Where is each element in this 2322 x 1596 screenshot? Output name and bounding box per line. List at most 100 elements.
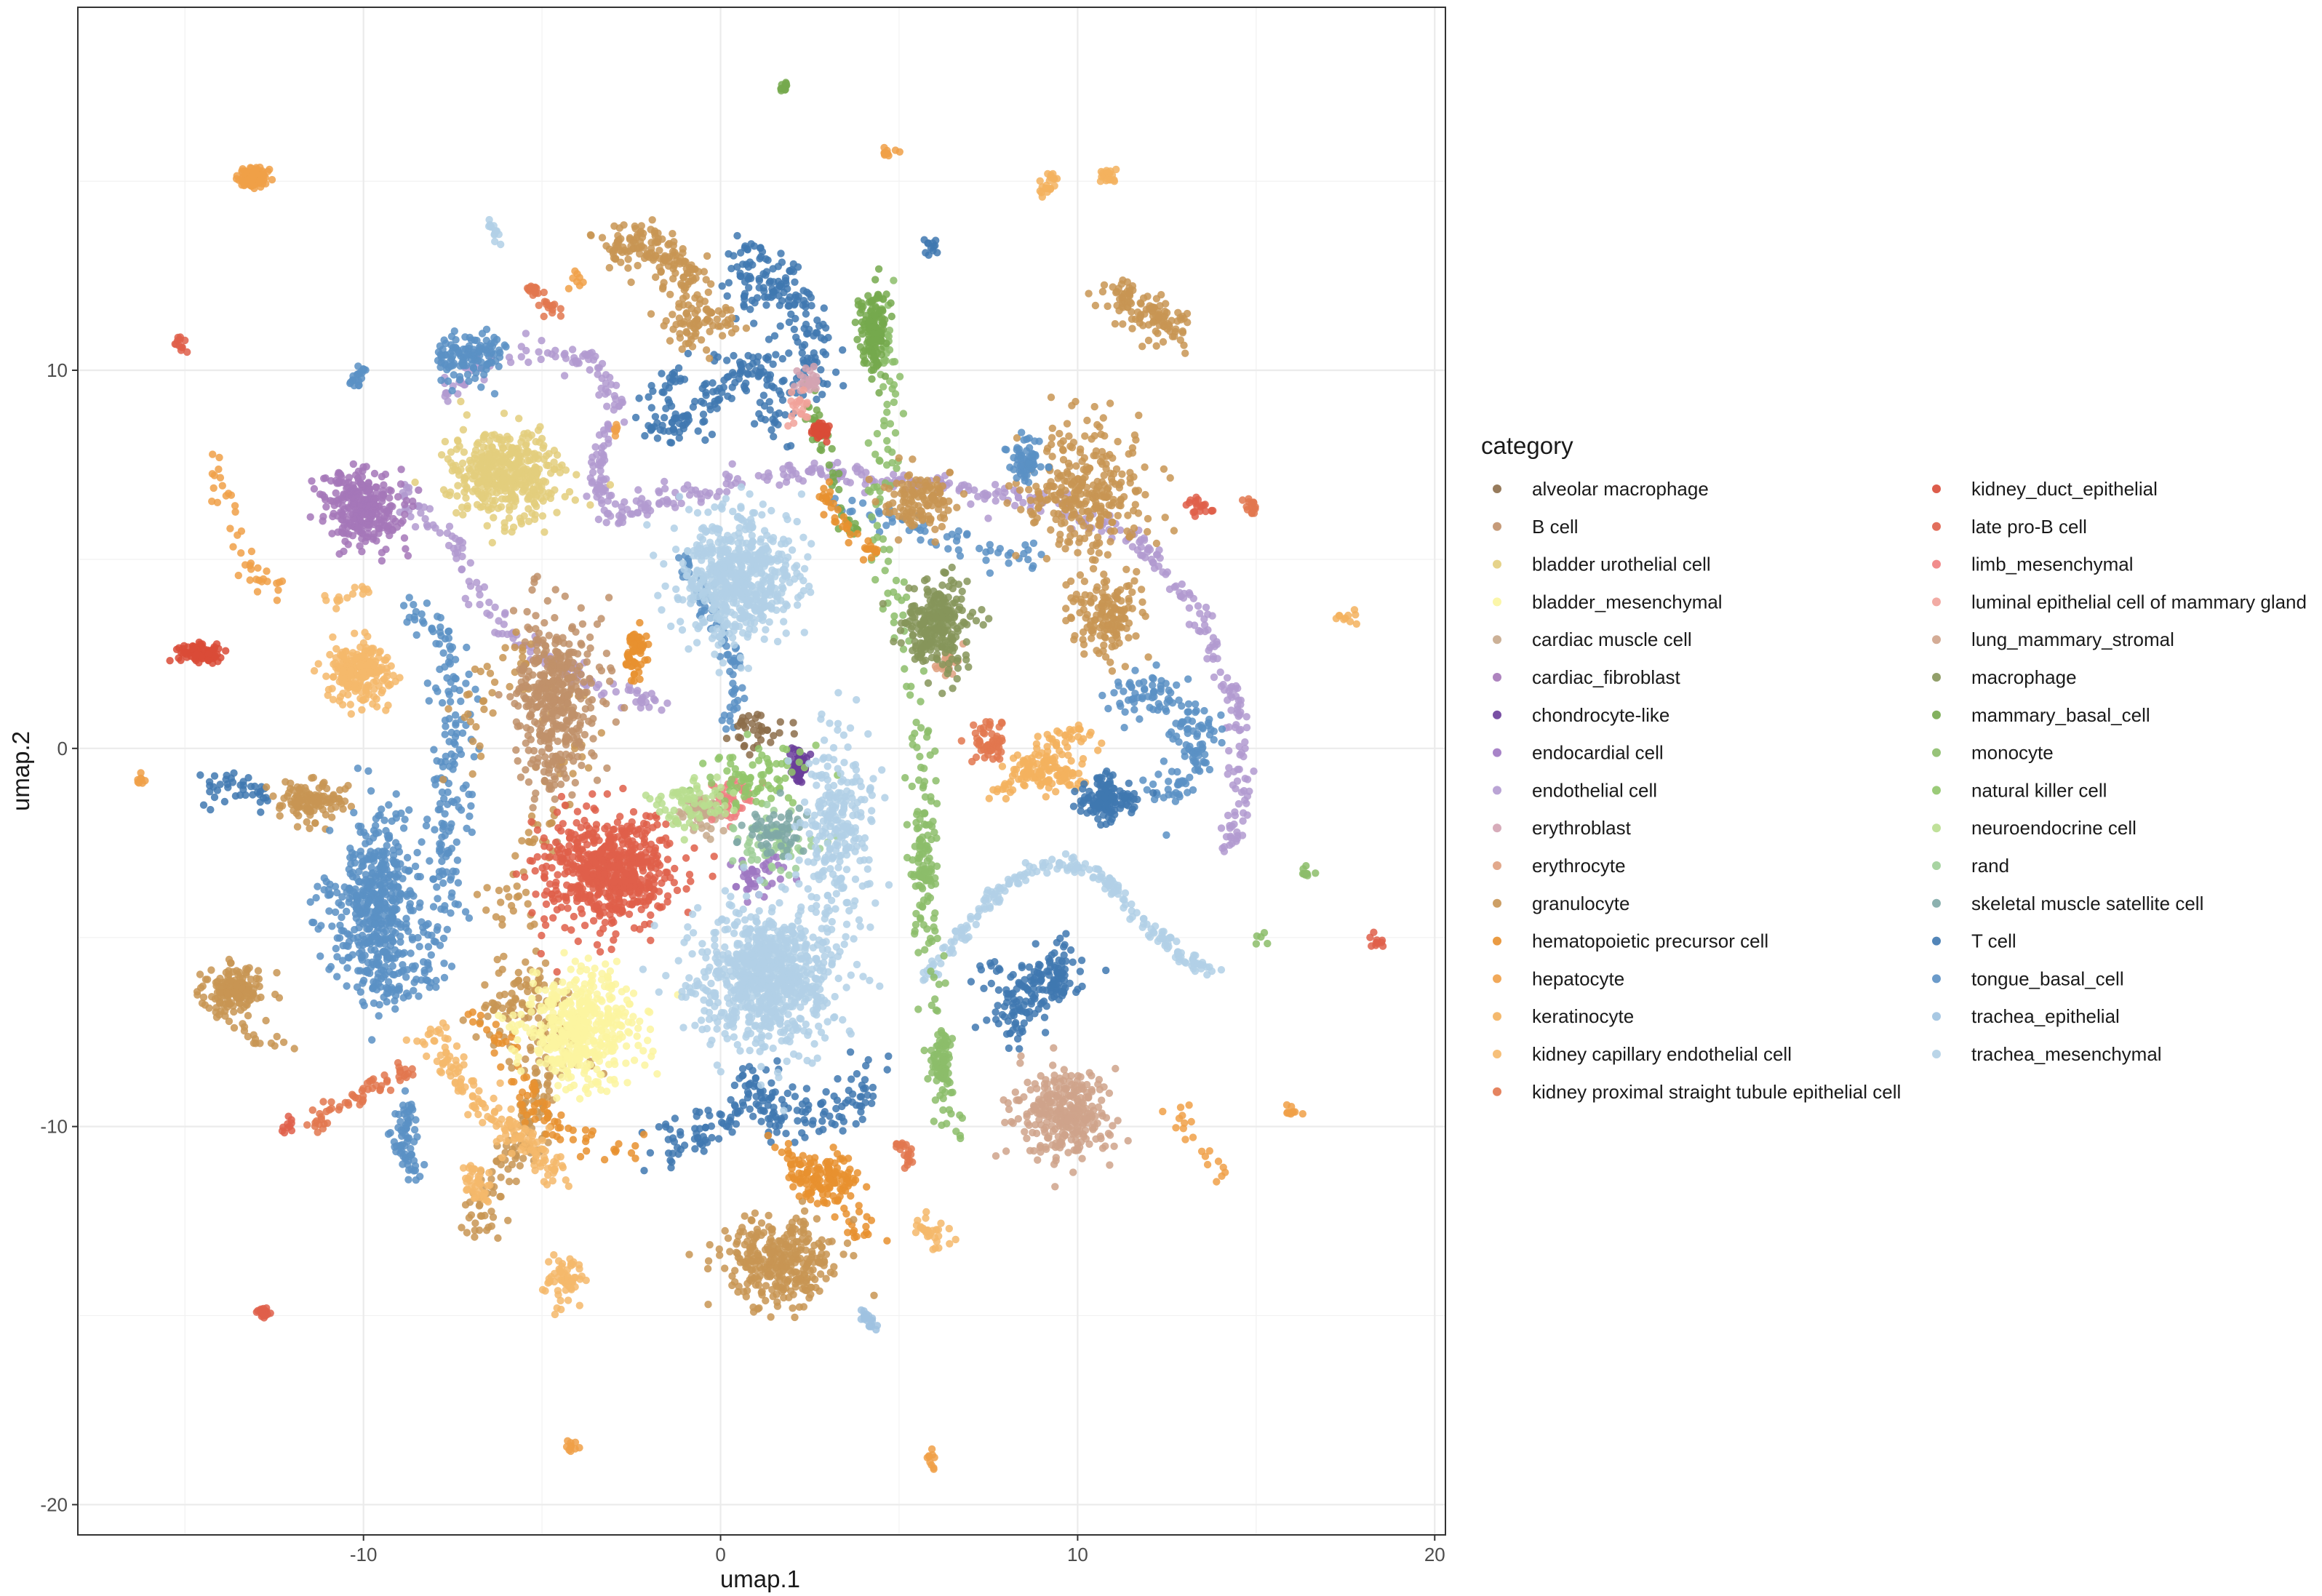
point-endothelial-cell: [1233, 828, 1241, 837]
point-hematopoietic-precursor-cell: [639, 1130, 648, 1138]
point-kidney-capillary-endothelial-cell: [522, 1125, 530, 1133]
point-tongue-basal-cell: [1172, 789, 1180, 797]
point-t-cell: [1061, 941, 1069, 949]
point-t-cell: [809, 1117, 817, 1125]
point-tongue-basal-cell: [455, 348, 463, 356]
point-b-cell: [527, 711, 535, 719]
point-hematopoietic-precursor-cell: [825, 478, 834, 486]
point-endothelial-cell: [1213, 640, 1221, 648]
point-t-cell: [708, 431, 717, 439]
point-monocyte: [895, 372, 904, 380]
point-t-cell: [762, 301, 770, 309]
point-b-cell: [512, 718, 521, 726]
point-granulocyte: [250, 1031, 258, 1039]
point-t-cell: [750, 1082, 758, 1090]
point-granulocyte: [634, 261, 642, 270]
point-tongue-basal-cell: [402, 973, 410, 981]
point-hematopoietic-precursor-cell: [532, 1086, 540, 1094]
point-trachea-mesenchymal: [962, 934, 971, 942]
point-b-cell: [621, 703, 629, 712]
point-t-cell: [776, 322, 784, 330]
point-endothelial-cell: [1230, 767, 1238, 776]
point-hepatocyte: [1181, 1136, 1189, 1144]
point-b-cell: [527, 735, 535, 743]
point-t-cell: [725, 1117, 734, 1125]
point-kidney-capillary-endothelial-cell: [483, 1197, 491, 1205]
point-endothelial-cell: [663, 699, 671, 707]
point-endothelial-cell: [586, 366, 594, 374]
point-alveolar-macrophage: [722, 734, 731, 743]
point-t-cell: [819, 380, 827, 388]
point-tongue-basal-cell: [471, 374, 479, 383]
point-endothelial-cell: [1147, 555, 1156, 564]
point-tongue-basal-cell: [443, 925, 451, 934]
point-kidney-proximal-straight-tubule-epithelial-cell: [901, 1164, 909, 1173]
point-tongue-basal-cell: [741, 694, 749, 703]
point-kidney-capillary-endothelial-cell: [503, 1137, 511, 1146]
point-monocyte: [906, 691, 914, 699]
point-tongue-basal-cell: [412, 607, 420, 616]
point-t-cell: [1000, 1013, 1009, 1021]
point-endothelial-cell: [594, 515, 603, 524]
point-hematopoietic-precursor-cell: [600, 1156, 609, 1164]
point-alveolar-macrophage: [744, 711, 753, 720]
point-endothelial-cell: [517, 353, 525, 361]
point-b-cell: [551, 586, 559, 594]
point-monocyte: [868, 513, 876, 521]
point-monocyte: [957, 1134, 965, 1143]
point-tongue-basal-cell: [432, 976, 440, 985]
point-granulocyte: [524, 987, 532, 996]
point-tongue-basal-cell: [423, 599, 431, 607]
point-tongue-basal-cell: [1005, 559, 1013, 567]
point-hepatocyte: [1213, 1178, 1221, 1186]
point-granulocyte: [1165, 323, 1173, 331]
point-granulocyte: [486, 669, 495, 677]
point-granulocyte: [704, 288, 712, 296]
point-granulocyte: [1181, 349, 1189, 357]
point-endothelial-cell: [637, 503, 646, 512]
point-endothelial-cell: [602, 385, 610, 394]
point-hepatocyte: [930, 1465, 938, 1473]
point-endothelial-cell: [693, 490, 701, 498]
point-monocyte: [885, 546, 893, 554]
point-kidney-capillary-endothelial-cell: [508, 1149, 516, 1157]
point-granulocyte: [652, 273, 660, 282]
point-t-cell: [789, 260, 798, 268]
point-tongue-basal-cell: [848, 496, 856, 505]
point-granulocyte: [500, 990, 508, 999]
point-kidney-capillary-endothelial-cell: [475, 1087, 483, 1095]
point-granulocyte: [511, 852, 519, 860]
point-granulocyte: [693, 316, 701, 324]
point-t-cell: [775, 301, 784, 309]
point-kidney-proximal-straight-tubule-epithelial-cell: [535, 301, 543, 309]
point-trachea-mesenchymal: [919, 976, 927, 984]
point-endothelial-cell: [1163, 568, 1172, 576]
point-endothelial-cell: [634, 486, 642, 494]
point-tongue-basal-cell: [447, 362, 455, 370]
point-b-cell: [509, 607, 518, 615]
point-tongue-basal-cell: [359, 998, 367, 1006]
point-hepatocyte: [885, 151, 893, 160]
point-endothelial-cell: [984, 514, 992, 522]
point-t-cell: [727, 265, 735, 273]
point-b-cell: [529, 804, 537, 812]
point-kidney-capillary-endothelial-cell: [496, 1079, 504, 1088]
point-t-cell: [676, 1128, 685, 1136]
point-b-cell: [583, 658, 591, 666]
point-b-cell: [524, 778, 533, 786]
point-granulocyte: [512, 628, 520, 637]
point-tongue-basal-cell: [452, 719, 460, 727]
point-tongue-basal-cell: [1098, 691, 1106, 700]
point-endothelial-cell: [1200, 615, 1208, 623]
point-t-cell: [760, 293, 769, 301]
point-t-cell: [1058, 988, 1066, 996]
point-endothelial-cell: [775, 481, 783, 489]
point-hematopoietic-precursor-cell: [476, 1020, 484, 1028]
point-late-pro-b-cell: [1208, 506, 1216, 515]
point-kidney-proximal-straight-tubule-epithelial-cell: [341, 1098, 349, 1107]
point-kidney-proximal-straight-tubule-epithelial-cell: [351, 1093, 359, 1102]
point-t-cell: [1060, 951, 1068, 959]
point-hepatocyte: [274, 586, 282, 594]
point-b-cell: [603, 764, 611, 773]
point-endothelial-cell: [1250, 767, 1258, 775]
